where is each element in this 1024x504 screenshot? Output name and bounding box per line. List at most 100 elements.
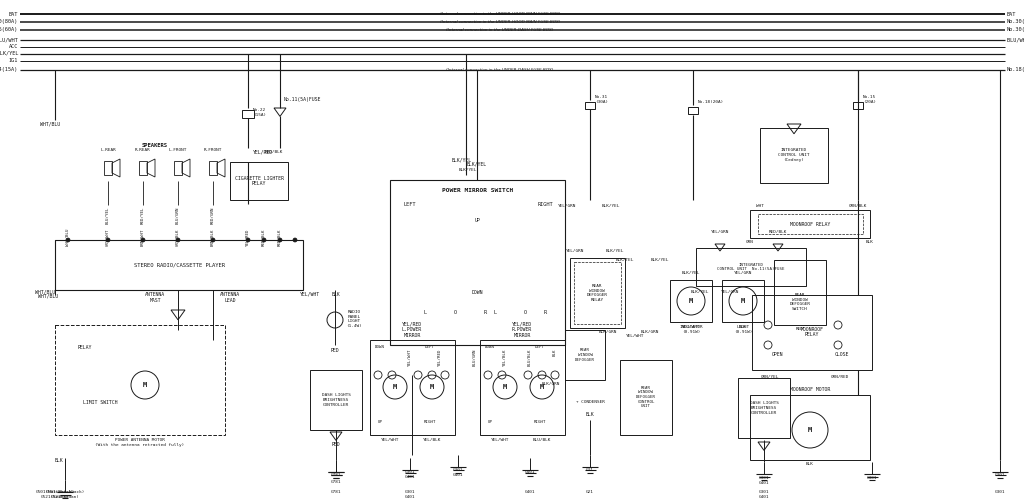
Text: ACC: ACC (8, 44, 18, 49)
Bar (565, 330, 605, 380)
Text: YEL/WHT: YEL/WHT (626, 334, 644, 338)
Text: G301: G301 (994, 490, 1006, 494)
Text: No.15
(20A): No.15 (20A) (863, 95, 877, 104)
Text: REAR
WINDOW
DEFOGGER: REAR WINDOW DEFOGGER (575, 348, 595, 361)
Text: O: O (523, 310, 526, 315)
Text: G781: G781 (331, 490, 341, 494)
Bar (230, 162, 288, 200)
Text: G301
G401: G301 G401 (759, 476, 769, 485)
Text: No.30(80A): No.30(80A) (1007, 20, 1024, 25)
Text: ANTENNA
MAST: ANTENNA MAST (145, 292, 165, 303)
Text: YEL/WHT: YEL/WHT (408, 348, 412, 365)
Text: R.POWER
MIRROR: R.POWER MIRROR (512, 327, 532, 338)
Text: UP: UP (475, 218, 480, 223)
Text: UP: UP (487, 420, 493, 424)
Text: BLK: BLK (806, 462, 814, 466)
Bar (174, 161, 182, 175)
Text: GRN/RED: GRN/RED (830, 375, 849, 379)
Bar (853, 101, 863, 108)
Text: M: M (393, 384, 397, 390)
Text: BLK/TEL: BLK/TEL (615, 258, 634, 262)
Text: GRN/BLK: GRN/BLK (849, 204, 867, 208)
Text: MOONROOF
RELAY: MOONROOF RELAY (801, 327, 823, 337)
Bar (696, 248, 806, 286)
Text: BLK/YEL: BLK/YEL (651, 258, 670, 262)
Text: WHT: WHT (756, 204, 764, 208)
Text: DOWN: DOWN (472, 290, 483, 295)
Text: (Internal connection in the UNDER-DASH FUSE BOX): (Internal connection in the UNDER-DASH F… (446, 28, 554, 32)
Text: No.31
(30A): No.31 (30A) (595, 95, 608, 104)
Text: BLK: BLK (739, 325, 746, 329)
Text: LEFT: LEFT (535, 345, 545, 349)
Text: WHT/BLU: WHT/BLU (38, 293, 58, 298)
Bar (585, 101, 595, 108)
Text: SPEAKERS: SPEAKERS (142, 143, 168, 148)
Text: R: R (544, 310, 547, 315)
Text: G401: G401 (524, 470, 536, 474)
Text: M: M (143, 382, 147, 388)
Text: RIGHT: RIGHT (424, 420, 436, 424)
Text: GRY/WHT: GRY/WHT (106, 228, 110, 245)
Text: RED/BLK: RED/BLK (262, 228, 266, 245)
Text: BLK: BLK (332, 292, 341, 297)
Text: RELAY: RELAY (78, 345, 92, 350)
Text: YEL/BLK: YEL/BLK (503, 348, 507, 365)
Text: REAR
WINDOW
DEFOGGER
RELAY: REAR WINDOW DEFOGGER RELAY (587, 284, 607, 302)
Text: G301
G401: G301 G401 (404, 490, 416, 498)
Text: M: M (503, 384, 507, 390)
Text: REAR
WINDOW
DEFOGGER
CONTROL
UNIT: REAR WINDOW DEFOGGER CONTROL UNIT (636, 386, 656, 408)
Text: L.FRONT: L.FRONT (169, 148, 187, 152)
Text: DASH LIGHTS
BRIGHTNESS
CONTROLLER: DASH LIGHTS BRIGHTNESS CONTROLLER (750, 401, 778, 415)
Text: No.14(15A): No.14(15A) (0, 68, 18, 73)
Bar (752, 295, 872, 370)
Bar (55, 325, 225, 435)
Text: L.POWER
MIRROR: L.POWER MIRROR (402, 327, 422, 338)
Circle shape (293, 238, 297, 242)
Bar (242, 110, 254, 118)
Circle shape (211, 238, 215, 242)
Text: YEL/RED: YEL/RED (246, 228, 250, 245)
Text: YEL/GRN: YEL/GRN (566, 249, 584, 253)
Text: BAT: BAT (1007, 12, 1017, 17)
Text: No.18(20A): No.18(20A) (698, 100, 724, 104)
Circle shape (262, 238, 266, 242)
Bar (390, 180, 565, 345)
Text: BLU/BLK: BLU/BLK (532, 438, 551, 442)
Text: RED/BLK: RED/BLK (769, 230, 787, 234)
Text: G401: G401 (524, 490, 536, 494)
Text: BLK/GRN: BLK/GRN (542, 382, 560, 386)
Bar (722, 280, 764, 322)
Text: + CONDENSER: + CONDENSER (575, 400, 604, 404)
Text: G501(Hatchback)
G521(Sedan): G501(Hatchback) G521(Sedan) (45, 490, 85, 498)
Text: BLK/YEL: BLK/YEL (452, 157, 472, 162)
Bar (620, 360, 672, 435)
Text: INTEGRATED
CONTROL UNIT  No.11(5A)FUSE: INTEGRATED CONTROL UNIT No.11(5A)FUSE (717, 263, 784, 271)
Text: M: M (430, 384, 434, 390)
Text: BLK/YEL: BLK/YEL (606, 249, 625, 253)
Text: No.11(7.5A)  BLK/YEL: No.11(7.5A) BLK/YEL (0, 51, 18, 56)
Text: WHT/BLU: WHT/BLU (40, 122, 60, 127)
Text: G21: G21 (586, 468, 594, 472)
Text: ANTENNA
LEAD: ANTENNA LEAD (220, 292, 240, 303)
Text: BLK: BLK (553, 348, 557, 355)
Circle shape (246, 238, 250, 242)
Text: CLOSE: CLOSE (835, 352, 849, 357)
Bar (310, 370, 362, 430)
Bar (55, 240, 303, 290)
Text: BLU/YEL: BLU/YEL (106, 207, 110, 224)
Text: No.18(20A): No.18(20A) (1007, 68, 1024, 73)
Text: RED: RED (332, 442, 340, 447)
Text: RADIO
PANEL
LIGHT
(1.4W): RADIO PANEL LIGHT (1.4W) (346, 310, 361, 328)
Text: BLK/YEL: BLK/YEL (459, 168, 477, 172)
Text: MOONROOF MOTOR: MOONROOF MOTOR (790, 387, 830, 392)
Text: RED/BLK: RED/BLK (265, 150, 284, 154)
Circle shape (66, 238, 70, 242)
Bar (670, 280, 712, 322)
Text: YEL/WHT: YEL/WHT (300, 292, 321, 297)
Text: BLK: BLK (55, 458, 63, 463)
Text: No.26(60A): No.26(60A) (0, 28, 18, 32)
Text: M: M (808, 427, 812, 433)
Text: G781: G781 (331, 480, 341, 484)
Text: YEL/BLK: YEL/BLK (423, 438, 441, 442)
Text: BLK: BLK (866, 240, 873, 244)
